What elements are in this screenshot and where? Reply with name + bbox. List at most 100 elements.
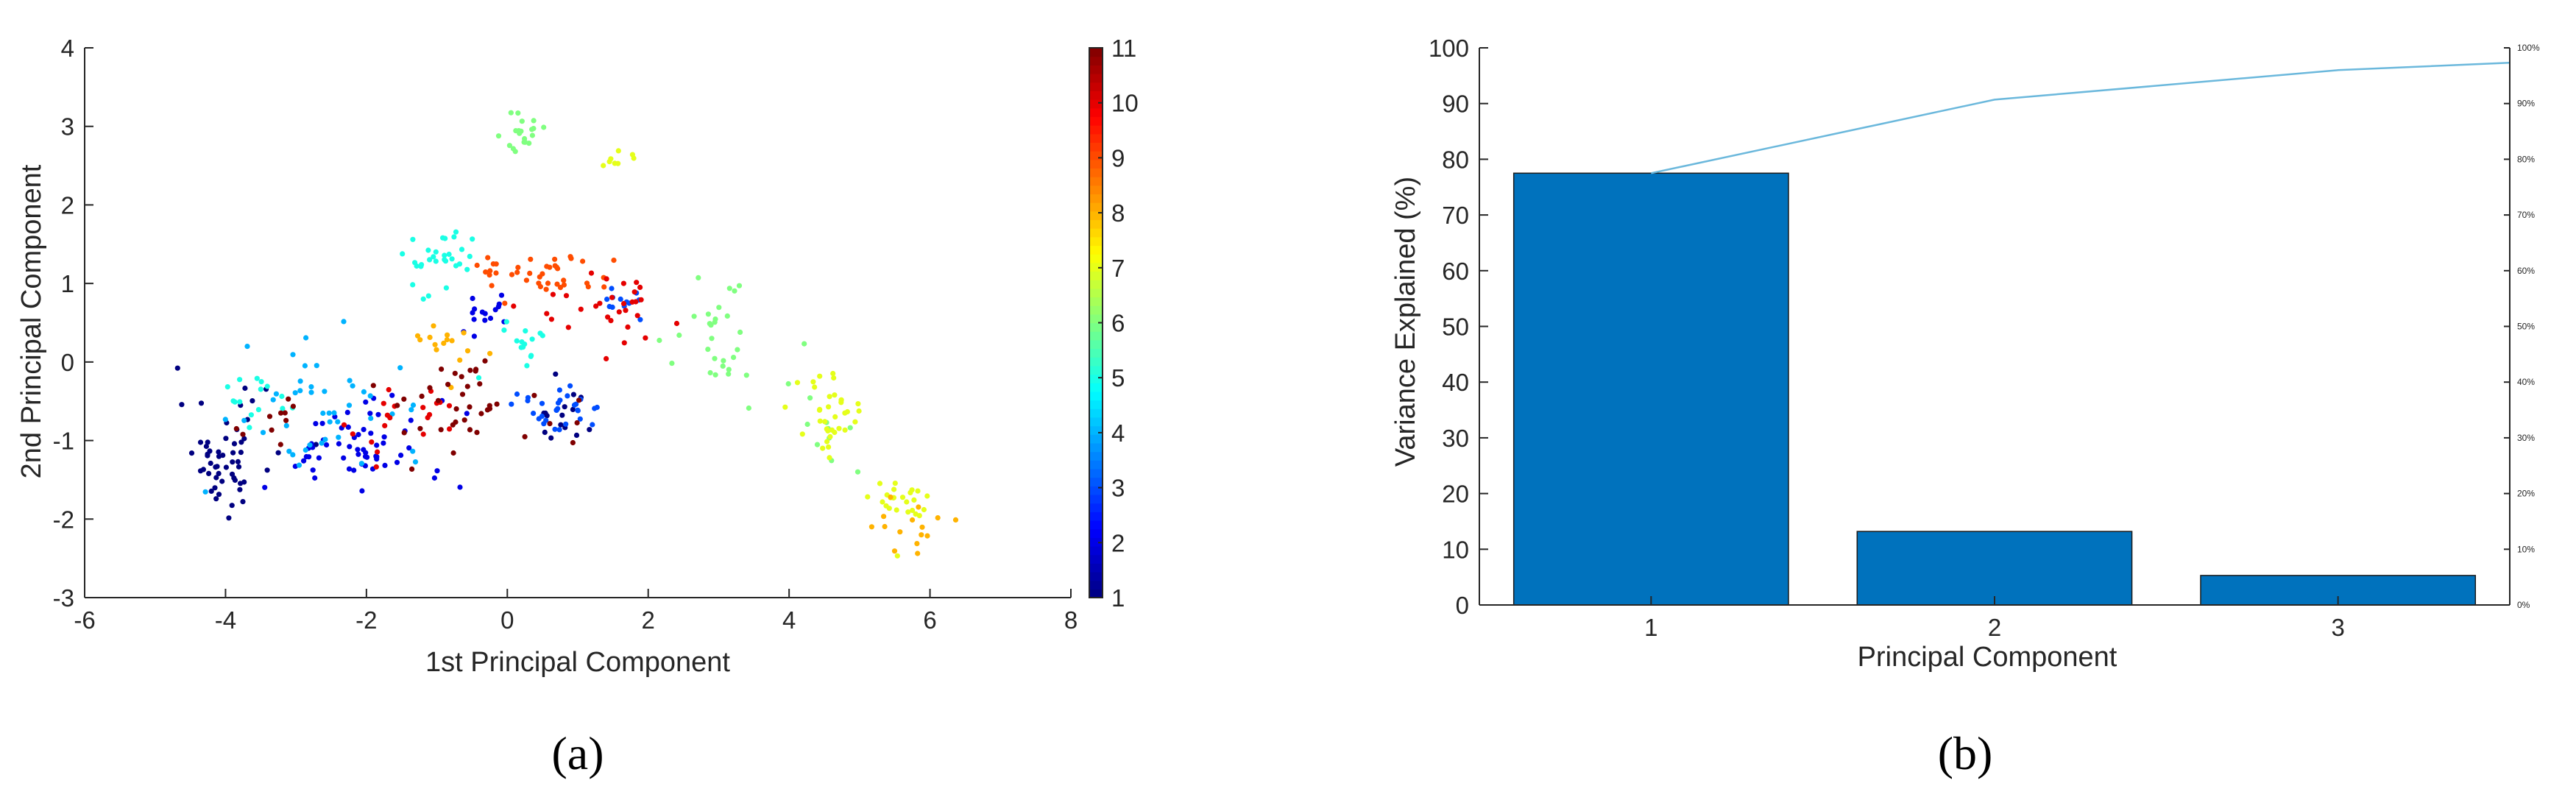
scatter-point — [736, 283, 743, 289]
scatter-point — [882, 523, 888, 530]
scatter-point — [220, 453, 226, 459]
panel-label-a: (a) — [551, 727, 604, 779]
scatter-point — [394, 403, 400, 408]
scatter-point — [420, 431, 426, 437]
scatter-point — [461, 330, 467, 336]
scatter-point — [608, 318, 614, 324]
scatter-point — [478, 411, 484, 417]
scatter-point — [412, 260, 418, 266]
scatter-point — [827, 433, 833, 440]
scatter-point — [474, 430, 480, 436]
scatter-point — [326, 410, 332, 416]
scatter-point — [446, 251, 452, 258]
scatter-point — [223, 436, 229, 442]
scatter-point — [553, 407, 559, 414]
scatter-point — [314, 363, 319, 369]
scatter-point — [705, 347, 711, 353]
scatter-point — [410, 282, 416, 288]
scatter-axes: -6 -4 -2 0 2 4 6 8 -3 -2 -1 0 1 2 3 4 — [53, 35, 1078, 634]
scatter-point — [924, 493, 930, 499]
scatter-point — [606, 159, 612, 165]
scatter-x-tick-label: -2 — [355, 606, 377, 634]
scatter-point — [577, 416, 583, 422]
scatter-point — [712, 316, 718, 322]
colorbar-segment — [1089, 451, 1103, 461]
scatter-point — [410, 448, 416, 454]
scatter-point — [331, 410, 337, 416]
scatter-point — [216, 492, 222, 498]
scatter-point — [459, 392, 466, 397]
scatter-point — [720, 363, 726, 369]
scatter-point — [588, 270, 595, 276]
scatter-point — [351, 467, 357, 473]
scatter-point — [358, 461, 364, 467]
scatter-point — [509, 401, 514, 407]
scatter-point — [529, 132, 536, 138]
scatter-point — [223, 464, 229, 470]
scatter-point — [432, 341, 438, 347]
scatter-point — [712, 372, 718, 378]
scatter-point — [286, 448, 292, 454]
scatter-point — [369, 439, 375, 445]
colorbar-tick-label: 1 — [1111, 584, 1125, 612]
scatter-point — [400, 251, 406, 257]
colorbar-segment — [1089, 133, 1103, 143]
scatter-point — [240, 499, 246, 505]
scatter-point — [810, 379, 816, 385]
scatter-point — [785, 380, 791, 387]
scatter-point — [737, 329, 743, 335]
scatter-point — [919, 524, 925, 530]
scatter-point — [868, 524, 874, 530]
scatter-point — [301, 458, 307, 464]
scatter-point — [425, 247, 431, 253]
bar-y-tick-label: 40 — [1442, 369, 1469, 396]
scatter-y-tick-label: -1 — [53, 428, 74, 455]
bar-y-tick-label: 0 — [1456, 592, 1469, 619]
colorbar-segment — [1089, 185, 1103, 195]
scatter-point — [427, 411, 433, 418]
scatter-point — [621, 340, 627, 346]
colorbar-segment — [1089, 571, 1103, 581]
scatter-point — [467, 404, 473, 410]
scatter-point — [238, 450, 244, 456]
scatter-point — [238, 481, 244, 486]
scatter-point — [232, 477, 238, 484]
scatter-point — [637, 284, 643, 290]
scatter-point — [461, 417, 467, 423]
scatter-point — [676, 332, 682, 339]
scatter-point — [188, 450, 195, 456]
bar-y-axis-title: Variance Explained (%) — [1390, 177, 1421, 467]
scatter-point — [237, 399, 243, 405]
scatter-point — [264, 467, 270, 473]
scatter-point — [216, 449, 222, 455]
scatter-point — [467, 253, 473, 259]
scatter-point — [313, 421, 319, 427]
scatter-point — [832, 414, 838, 420]
bar-y-tick-label: 70 — [1442, 202, 1469, 229]
scatter-point — [238, 439, 244, 445]
scatter-point — [573, 432, 580, 439]
scatter-point — [235, 459, 241, 465]
scatter-point — [817, 418, 823, 424]
scatter-point — [897, 529, 903, 535]
scatter-point — [336, 434, 342, 440]
scatter-y-tick-label: 0 — [61, 349, 74, 376]
scatter-point — [231, 441, 238, 447]
scatter-point — [570, 392, 577, 397]
scatter-point — [735, 347, 740, 353]
scatter-point — [568, 255, 574, 261]
colorbar-segment — [1089, 477, 1103, 486]
scatter-y-tick-label: -3 — [53, 584, 74, 612]
scatter-point — [625, 324, 631, 330]
scatter-point — [523, 277, 530, 283]
scatter-point — [280, 406, 286, 411]
scatter-point — [453, 406, 459, 412]
scatter-point — [449, 256, 455, 262]
bar-right-tick-label: 60% — [2517, 266, 2535, 276]
scatter-point — [470, 295, 475, 302]
scatter-point — [604, 276, 609, 282]
scatter-point — [782, 404, 788, 410]
scatter-point — [827, 394, 832, 400]
scatter-point — [368, 415, 374, 422]
scatter-point — [891, 548, 898, 554]
